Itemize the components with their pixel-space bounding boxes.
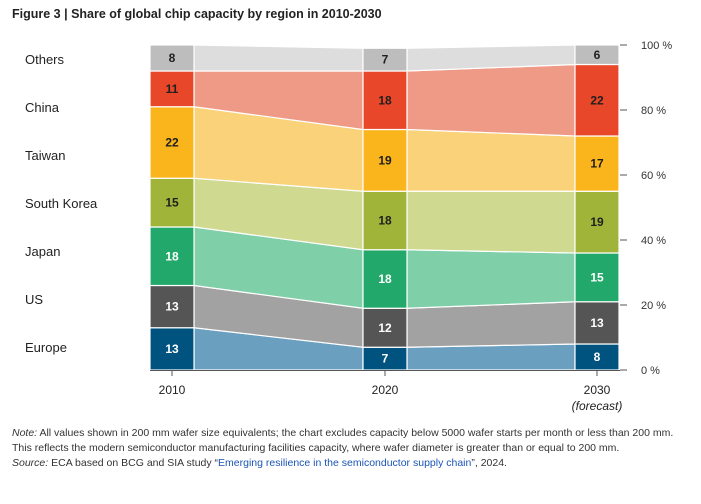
value-label-us-2030: 13 [590,316,604,330]
area-taiwan-1 [406,128,576,192]
value-label-others-2030: 6 [594,48,601,62]
x-sub-label-2030: (forecast) [572,399,623,413]
value-label-taiwan-2010: 22 [165,136,179,150]
bar-china-2010 [149,70,195,108]
note-text: All values shown in 200 mm wafer size eq… [12,427,674,454]
area-japan-1 [406,249,576,309]
bar-europe-2030 [574,343,620,371]
bar-taiwan-2020 [362,128,408,192]
value-label-us-2020: 12 [378,321,392,335]
value-label-taiwan-2030: 17 [590,157,604,171]
note-label: Note: [12,427,38,439]
bar-others-2020 [362,47,408,72]
value-label-europe-2020: 7 [382,352,389,366]
y-axis: 0 % 20 % 40 % 60 % 80 % 100 % [620,40,672,377]
area-us-1 [406,301,576,348]
category-label-japan: Japan [25,244,60,259]
bar-china-2030 [574,63,620,137]
category-label-others: Others [25,52,65,67]
source-label: Source: [12,457,49,469]
bar-south-korea-2030 [574,190,620,254]
value-label-europe-2030: 8 [594,350,601,364]
category-labels: Europe US Japan South Korea Taiwan China Other… [25,52,98,355]
x-axis: 2010 2020 2030 (forecast) [150,370,622,413]
category-label-south-korea: South Korea [25,196,98,211]
stacked-area-chart: 13 7 8 13 12 13 18 18 15 15 18 19 22 19 17 11 18 22 8 7 6 Eu… [25,40,672,413]
x-tick-label-2010: 2010 [159,383,186,397]
value-label-japan-2010: 18 [165,249,179,263]
value-label-south-korea-2020: 18 [378,214,392,228]
value-label-south-korea-2010: 15 [165,196,179,210]
y-tick-label: 20 % [641,300,666,312]
value-label-south-korea-2030: 19 [590,215,604,229]
bar-japan-2030 [574,252,620,303]
value-label-china-2010: 11 [166,82,179,96]
bar-us-2030 [574,301,620,345]
value-label-china-2020: 18 [378,93,392,107]
bar-taiwan-2030 [574,135,620,192]
x-tick-label-2020: 2020 [372,383,399,397]
category-label-us: US [25,292,43,307]
source-suffix: ”, 2024. [471,457,507,469]
y-tick-label: 40 % [641,235,666,247]
bar-us-2020 [362,307,408,348]
area-europe-1 [406,343,576,371]
value-label-us-2010: 13 [165,300,179,314]
bar-europe-2010 [149,327,195,371]
notes-block: Note: All values shown in 200 mm wafer s… [12,426,692,471]
value-label-china-2030: 22 [590,93,604,107]
area-others-0 [193,44,364,72]
area-south-korea-1 [406,190,576,254]
bar-south-korea-2020 [362,190,408,251]
y-tick-label: 0 % [641,365,660,377]
bar-others-2030 [574,44,620,66]
value-label-others-2020: 7 [382,53,389,67]
value-label-others-2010: 8 [169,51,176,65]
source-link[interactable]: Emerging resilience in the semiconductor… [218,457,472,469]
bar-others-2010 [149,44,195,72]
value-label-japan-2020: 18 [378,272,392,286]
source-paragraph: Source: ECA based on BCG and SIA study “… [12,456,692,471]
value-label-taiwan-2020: 19 [378,153,392,167]
category-label-europe: Europe [25,340,67,355]
category-label-china: China [25,100,60,115]
area-china-1 [406,63,576,137]
bar-layer: 13 7 8 13 12 13 18 18 15 15 18 19 22 19 17 11 18 22 8 7 6 [149,44,620,371]
bar-japan-2010 [149,226,195,287]
y-tick-label: 80 % [641,105,666,117]
category-label-taiwan: Taiwan [25,148,65,163]
note-paragraph: Note: All values shown in 200 mm wafer s… [12,426,692,456]
area-layer [193,44,576,371]
bar-us-2010 [149,284,195,329]
y-tick-label: 60 % [641,170,666,182]
bar-taiwan-2010 [149,106,195,179]
bar-japan-2020 [362,249,408,309]
x-tick-label-2030: 2030 [584,383,611,397]
figure-title: Figure 3 | Share of global chip capacity… [12,7,382,21]
value-label-europe-2010: 13 [165,342,179,356]
y-tick-label: 100 % [641,40,672,52]
value-label-japan-2030: 15 [590,270,604,284]
source-text: ECA based on BCG and SIA study “ [48,457,219,469]
